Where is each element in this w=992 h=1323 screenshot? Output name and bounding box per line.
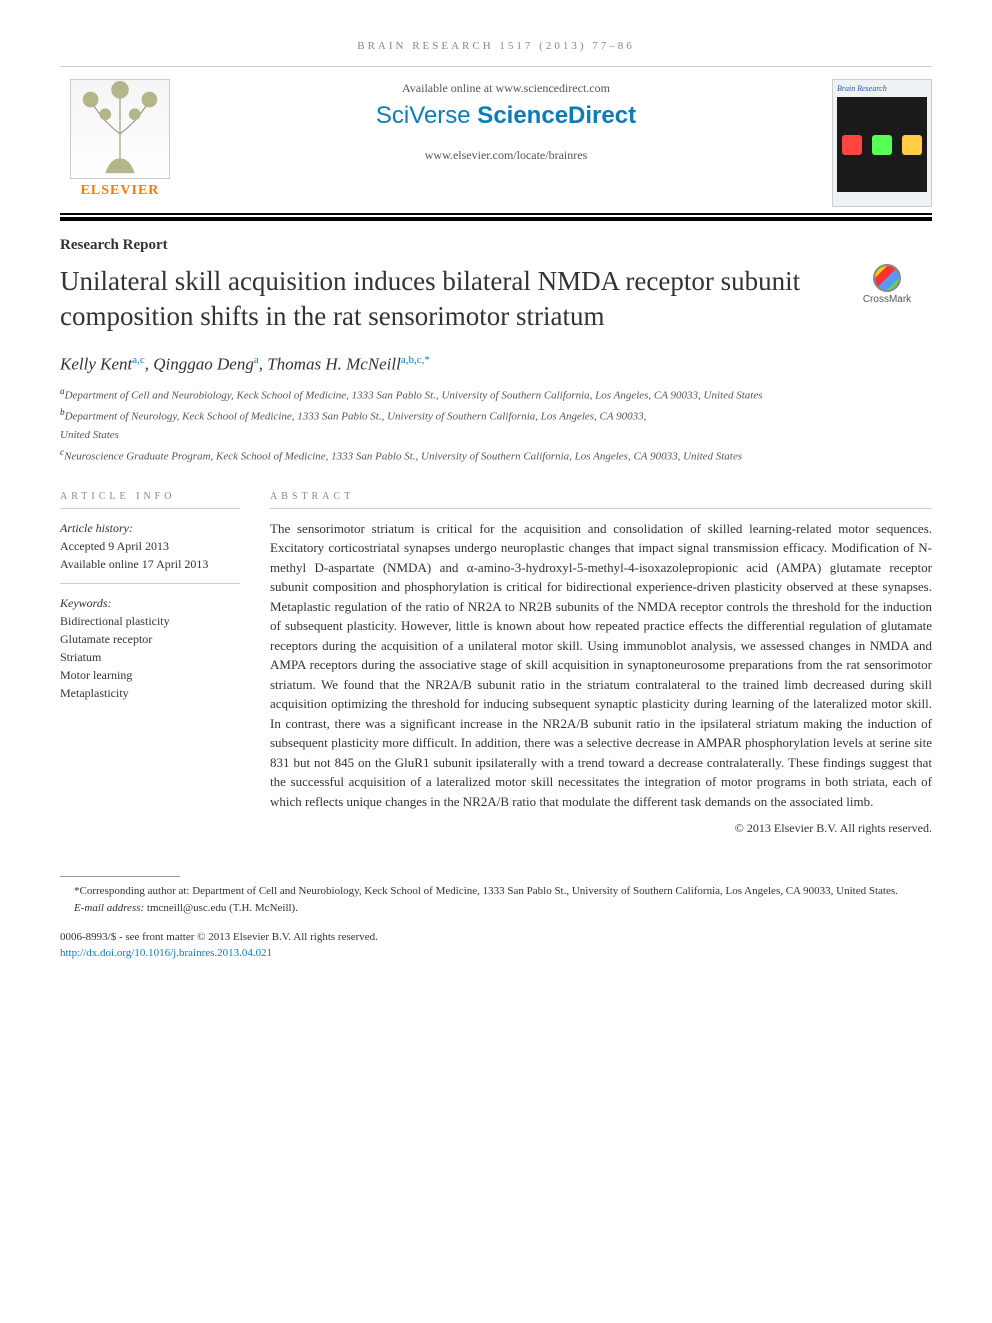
article-info-column: article info Article history: Accepted 9…	[60, 491, 270, 837]
doi-link[interactable]: http://dx.doi.org/10.1016/j.brainres.201…	[60, 947, 272, 959]
masthead-bar: ELSEVIER Available online at www.science…	[60, 66, 932, 215]
masthead-underline	[60, 217, 932, 221]
journal-cover-title: Brain Research	[837, 84, 927, 93]
corresponding-author-note: *Corresponding author at: Department of …	[60, 883, 932, 900]
affiliation-line: United States	[60, 427, 932, 444]
keyword-item: Striatum	[60, 648, 240, 666]
crossmark-badge[interactable]: CrossMark	[842, 264, 932, 305]
keywords-label: Keywords:	[60, 594, 240, 612]
affiliation-text: Department of Neurology, Keck School of …	[65, 411, 647, 423]
abstract-text: The sensorimotor striatum is critical fo…	[270, 519, 932, 812]
crossmark-label: CrossMark	[863, 294, 911, 305]
journal-cover-block: Brain Research	[822, 75, 932, 213]
author-affil-sup: a	[254, 354, 259, 366]
email-label: E-mail address:	[74, 902, 144, 914]
accepted-date: Accepted 9 April 2013	[60, 537, 240, 555]
affiliation-text: United States	[60, 429, 119, 441]
sciverse-word-a: SciVerse	[376, 102, 471, 129]
abstract-copyright: © 2013 Elsevier B.V. All rights reserved…	[270, 821, 932, 836]
publisher-logo-block: ELSEVIER	[60, 75, 190, 205]
keyword-item: Glutamate receptor	[60, 630, 240, 648]
affiliation-line: cNeuroscience Graduate Program, Keck Sch…	[60, 446, 932, 465]
running-header: BRAIN RESEARCH 1517 (2013) 77–86	[60, 40, 932, 52]
abstract-heading: abstract	[270, 491, 932, 509]
footnote-rule	[60, 876, 180, 877]
sciencedirect-logo[interactable]: SciVerse ScienceDirect	[200, 102, 812, 130]
journal-cover-image-icon	[837, 97, 927, 192]
keyword-item: Metaplasticity	[60, 684, 240, 702]
author-name: Thomas H. McNeill	[267, 355, 401, 374]
article-history-block: Article history: Accepted 9 April 2013 A…	[60, 519, 240, 584]
email-footnote: E-mail address: tmcneill@usc.edu (T.H. M…	[60, 900, 932, 917]
author-name: Qinggao Deng	[153, 355, 254, 374]
article-history-label: Article history:	[60, 519, 240, 537]
keyword-item: Bidirectional plasticity	[60, 612, 240, 630]
affiliation-line: aDepartment of Cell and Neurobiology, Ke…	[60, 385, 932, 404]
author-list: Kelly Kenta,c, Qinggao Denga, Thomas H. …	[60, 354, 932, 375]
online-date: Available online 17 April 2013	[60, 555, 240, 573]
masthead-center: Available online at www.sciencedirect.co…	[190, 75, 822, 173]
author-name: Kelly Kent	[60, 355, 132, 374]
author-affil-sup: a,c	[132, 354, 145, 366]
abstract-column: abstract The sensorimotor striatum is cr…	[270, 491, 932, 837]
sciverse-word-b: ScienceDirect	[471, 102, 636, 129]
article-info-heading: article info	[60, 491, 240, 509]
author-affil-sup: a,b,c,*	[401, 354, 430, 366]
affiliation-line: bDepartment of Neurology, Keck School of…	[60, 406, 932, 425]
elsevier-tree-icon	[70, 79, 170, 179]
front-matter-block: 0006-8993/$ - see front matter © 2013 El…	[60, 930, 932, 961]
article-type-label: Research Report	[60, 237, 932, 254]
affiliation-text: Department of Cell and Neurobiology, Kec…	[65, 390, 763, 402]
footnotes-block: *Corresponding author at: Department of …	[60, 883, 932, 916]
crossmark-icon	[873, 264, 901, 292]
front-matter-line: 0006-8993/$ - see front matter © 2013 El…	[60, 930, 932, 945]
publisher-name: ELSEVIER	[60, 183, 180, 199]
available-online-text: Available online at www.sciencedirect.co…	[200, 81, 812, 96]
article-title: Unilateral skill acquisition induces bil…	[60, 264, 822, 334]
affiliation-text: Neuroscience Graduate Program, Keck Scho…	[64, 450, 742, 462]
keywords-block: Keywords: Bidirectional plasticity Gluta…	[60, 594, 240, 712]
email-value[interactable]: tmcneill@usc.edu (T.H. McNeill).	[147, 902, 298, 914]
keyword-item: Motor learning	[60, 666, 240, 684]
affiliations-block: aDepartment of Cell and Neurobiology, Ke…	[60, 385, 932, 465]
journal-locate-url[interactable]: www.elsevier.com/locate/brainres	[200, 148, 812, 163]
journal-cover-thumbnail: Brain Research	[832, 79, 932, 207]
